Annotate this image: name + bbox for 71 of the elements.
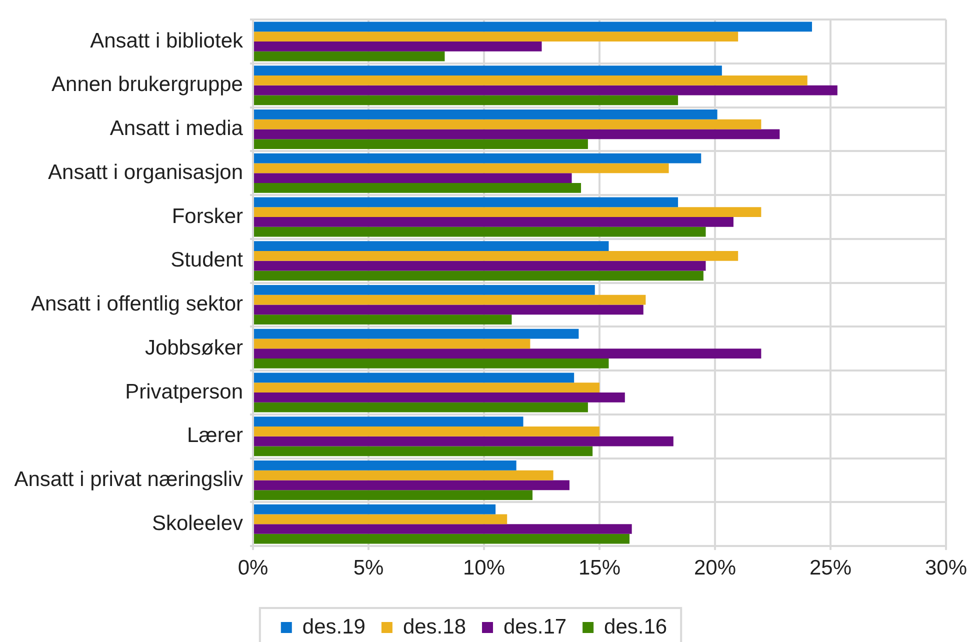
bar — [254, 85, 838, 96]
bar — [254, 524, 632, 534]
bar — [254, 260, 706, 271]
y-tick-label: Jobbsøker — [144, 336, 243, 360]
y-tick-label: Ansatt i bibliotek — [90, 29, 244, 52]
bar — [254, 294, 646, 305]
bar — [254, 250, 738, 261]
x-tick-label: 0% — [238, 556, 268, 580]
y-tick-label: Skoleelev — [152, 512, 244, 535]
x-tick-label: 25% — [809, 556, 852, 580]
bar — [254, 173, 572, 184]
bar — [254, 217, 734, 227]
bar — [254, 480, 570, 490]
bar — [254, 436, 674, 446]
bar — [254, 416, 524, 426]
legend-label: des.17 — [504, 615, 567, 638]
bar — [254, 183, 582, 193]
bar — [254, 207, 762, 217]
bar — [254, 534, 630, 544]
y-tick-label: Student — [170, 248, 244, 272]
legend-label: des.16 — [604, 615, 668, 638]
bar — [254, 446, 593, 456]
bar — [254, 470, 554, 480]
bar — [254, 66, 722, 76]
bar — [254, 504, 496, 514]
x-tick-label: 5% — [353, 556, 384, 580]
bar — [254, 241, 609, 251]
bar — [254, 139, 588, 150]
bar — [254, 284, 595, 295]
bar — [254, 402, 588, 412]
bar — [254, 129, 780, 140]
bar — [254, 226, 706, 237]
bar — [254, 153, 702, 164]
legend-label: des.19 — [302, 615, 366, 638]
bar — [254, 270, 704, 281]
bar — [254, 490, 533, 500]
x-tick-label: 30% — [924, 556, 967, 580]
y-tick-label: Ansatt i organisasjon — [48, 160, 243, 184]
bar — [254, 32, 738, 42]
bar — [254, 348, 762, 358]
y-tick-label: Ansatt i privat næringsliv — [14, 468, 244, 491]
x-tick-label: 15% — [578, 556, 621, 580]
bar — [254, 314, 512, 324]
y-tick-label: Privatperson — [125, 380, 243, 404]
bar — [254, 51, 445, 62]
bar — [254, 304, 644, 315]
bar — [254, 110, 718, 120]
bar — [254, 95, 678, 106]
bar — [254, 338, 530, 349]
bar — [254, 42, 542, 52]
bar — [254, 22, 812, 32]
bar — [254, 163, 669, 174]
bar — [254, 76, 808, 86]
legend-label: des.18 — [402, 615, 466, 638]
y-tick-label: Ansatt i offentlig sektor — [30, 292, 244, 316]
bar — [254, 514, 508, 524]
bar — [254, 426, 600, 436]
y-tick-label: Annen brukergruppe — [52, 73, 243, 96]
bar — [254, 382, 600, 392]
y-tick-label: Forsker — [172, 204, 243, 228]
bar — [254, 392, 625, 402]
bar — [254, 119, 762, 130]
bar — [254, 197, 678, 208]
bar — [254, 460, 516, 470]
x-tick-label: 10% — [462, 556, 506, 580]
bar — [254, 358, 609, 368]
y-tick-label: Ansatt i media — [110, 117, 244, 140]
bar — [254, 328, 579, 339]
bar — [254, 372, 574, 383]
x-tick-label: 20% — [694, 556, 736, 580]
y-tick-label: Lærer — [186, 424, 243, 448]
